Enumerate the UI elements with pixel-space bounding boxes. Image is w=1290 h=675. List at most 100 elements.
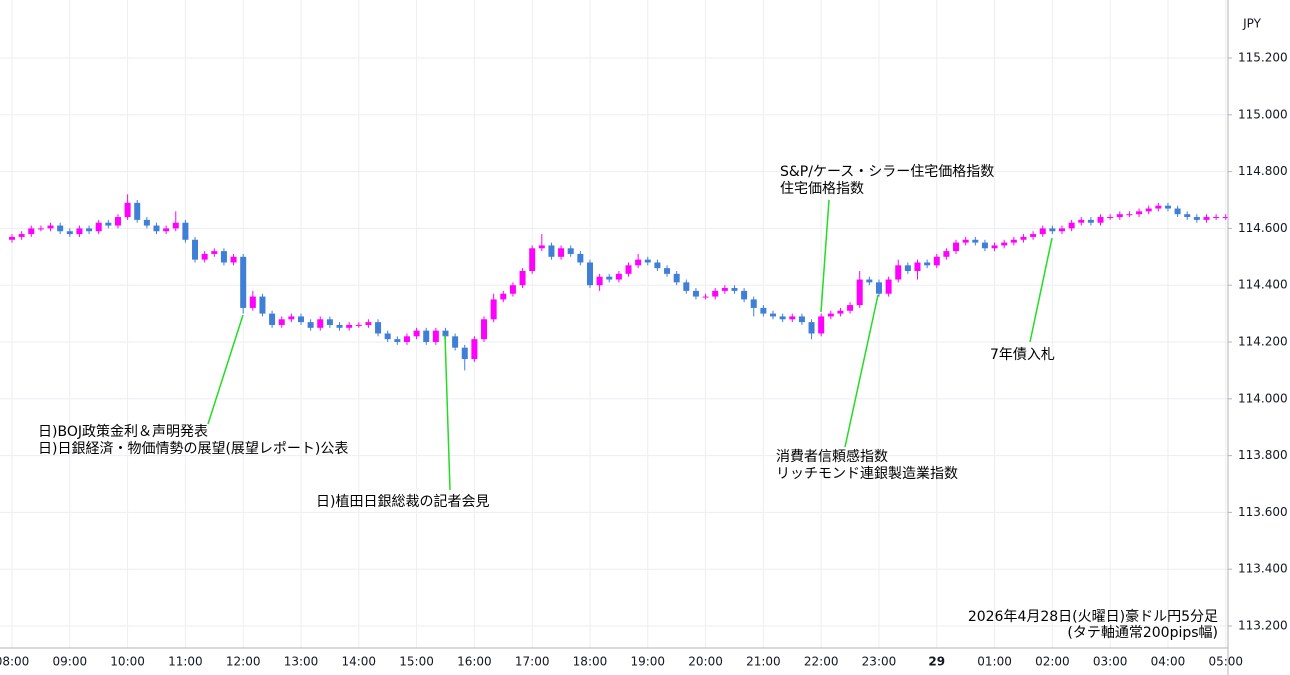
candle-body: [95, 222, 102, 232]
candle-body: [779, 316, 786, 320]
candle-body: [500, 293, 507, 300]
candle-body: [895, 265, 902, 280]
candle-body: [1068, 222, 1075, 229]
x-tick-label: 18:00: [573, 655, 608, 669]
candle-body: [885, 279, 892, 294]
candle-body: [134, 202, 141, 220]
candle-body: [192, 239, 199, 260]
candle-body: [519, 271, 526, 286]
x-tick-label: 17:00: [515, 655, 550, 669]
x-tick-label: 03:00: [1093, 655, 1128, 669]
candle-body: [1184, 214, 1191, 218]
candle-body: [981, 242, 988, 249]
candle-body: [692, 290, 699, 297]
candle-body: [1107, 217, 1114, 219]
candle-body: [664, 268, 671, 274]
candle-body: [606, 276, 613, 280]
candle-body: [182, 222, 189, 240]
x-tick-label: 04:00: [1151, 655, 1186, 669]
candle-body: [548, 245, 555, 257]
candle-body: [509, 285, 516, 294]
candle-body: [1145, 208, 1152, 212]
y-tick-label: 115.000: [1238, 107, 1288, 121]
candle-body: [307, 322, 314, 328]
y-tick-label: 113.200: [1238, 619, 1288, 633]
candle-body: [1164, 205, 1171, 209]
x-tick-label: 14:00: [341, 655, 376, 669]
x-tick-label: 15:00: [399, 655, 434, 669]
candle-body: [577, 253, 584, 263]
x-tick-label: 21:00: [746, 655, 781, 669]
candle-body: [423, 330, 430, 342]
axes: 113.200 113.400 113.600 113.800 114.000 114.2…: [0, 51, 1288, 669]
candle-body: [991, 245, 998, 249]
candle-body: [355, 324, 362, 326]
candle-body: [914, 262, 921, 271]
candle-body: [1136, 211, 1143, 215]
x-tick-label: 08:00: [0, 655, 29, 669]
candle-body: [1010, 239, 1017, 243]
candle-body: [750, 299, 757, 308]
candle-body: [153, 225, 160, 232]
candles: [9, 194, 1229, 371]
y-tick-label: 113.800: [1238, 448, 1288, 462]
x-tick-label: 09:00: [53, 655, 88, 669]
candle-body: [529, 248, 536, 271]
candle-body: [143, 219, 150, 226]
candle-body: [673, 273, 680, 283]
candle-body: [375, 322, 382, 334]
candle-body: [163, 228, 170, 232]
candle-body: [875, 282, 882, 294]
candle-body: [336, 324, 343, 328]
candle-body: [384, 333, 391, 340]
x-tick-label: 01:00: [977, 655, 1012, 669]
annotation-line: [444, 334, 451, 491]
candle-body: [866, 279, 873, 283]
candle-body: [9, 236, 15, 240]
annotation-text: 消費者信頼感指数: [776, 448, 888, 465]
candle-body: [249, 296, 256, 308]
candle-body: [702, 296, 709, 298]
x-tick-label: 22:00: [804, 655, 839, 669]
candle-body: [346, 324, 353, 328]
annotation-text: S&P/ケース・シラー住宅価格指数: [780, 164, 994, 180]
candle-body: [432, 330, 439, 342]
candle-body: [827, 313, 834, 317]
x-tick-label: 05:00: [1208, 655, 1243, 669]
candle-body: [490, 299, 497, 320]
candle-body: [972, 239, 979, 243]
candle-body: [538, 245, 545, 249]
candle-body: [172, 222, 179, 229]
y-tick-label: 114.200: [1238, 335, 1288, 349]
candle-body: [1087, 219, 1094, 223]
price-axis-bg: [1228, 0, 1290, 675]
candle-body: [365, 322, 372, 325]
candle-body: [269, 313, 276, 325]
candle-body: [1203, 217, 1210, 220]
grid: [0, 0, 1228, 648]
candle-body: [943, 251, 950, 257]
y-tick-label: 113.600: [1238, 505, 1288, 519]
candle-body: [683, 282, 690, 291]
candle-body: [18, 234, 25, 237]
candle-body: [808, 322, 815, 334]
candle-body: [1174, 208, 1181, 215]
candle-body: [66, 231, 73, 235]
candle-body: [37, 228, 44, 230]
y-tick-label: 114.800: [1238, 164, 1288, 178]
candle-body: [47, 225, 54, 229]
candle-body: [442, 330, 449, 337]
candle-body: [712, 290, 719, 297]
candle-body: [721, 288, 728, 291]
candle-body: [1116, 214, 1123, 218]
candle-body: [124, 202, 131, 218]
candle-body: [211, 251, 218, 254]
candle-body: [635, 259, 642, 266]
candle-body: [481, 319, 488, 340]
x-tick-label: 16:00: [457, 655, 492, 669]
candle-body: [105, 222, 112, 226]
annotation-text: リッチモンド連銀製造業指数: [776, 466, 958, 482]
candle-body: [288, 316, 295, 320]
candle-body: [904, 265, 911, 271]
annotation-text: 日)日銀経済・物価情勢の展望(展望レポート)公表: [38, 441, 348, 457]
